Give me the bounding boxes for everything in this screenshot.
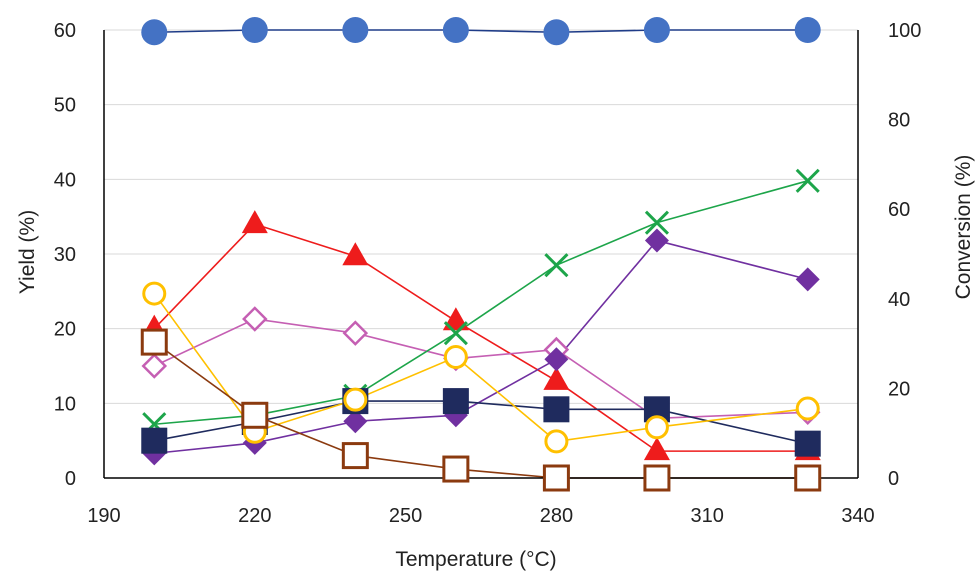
y-tick-label-20: 20 [54,319,76,341]
series-7-point-5 [643,464,671,492]
series-5-point-6 [794,430,821,457]
series-7-point-6 [794,464,822,492]
x-axis-title: Temperature (°C) [395,548,556,571]
series-3-point-5 [644,210,669,235]
gridlines [104,29,858,404]
series-5-point-3 [442,388,469,415]
series-1-point-2 [342,242,369,266]
series-0-point-2 [342,17,369,43]
series-5-point-4 [543,396,570,423]
series-3-point-3-stroke-b [443,321,468,346]
series-4-point-4 [544,347,569,372]
x-tick-label-250: 250 [389,505,422,527]
series-7-point-0 [140,328,168,356]
y-tick-label-40: 40 [54,169,76,191]
series-3-point-6-stroke-b [795,168,820,193]
series-4-point-5 [644,228,669,253]
y2-tick-label-80: 80 [888,110,910,132]
series-4-point-6 [795,267,820,292]
series-7-point-3 [442,455,470,483]
y-tick-label-60: 60 [54,20,76,42]
series-2-point-0 [141,353,168,379]
series-4-point-2 [343,409,368,434]
y2-tick-label-0: 0 [888,468,899,490]
axes [103,30,859,479]
series-1-point-1 [241,210,268,234]
series-6-point-6 [795,396,820,421]
x-tick-label-310: 310 [691,505,724,527]
series-0-point-4 [543,19,570,46]
series-3-point-4-stroke-b [544,253,569,278]
series-0-point-5 [643,17,670,43]
series-6-point-5 [644,415,669,440]
x-tick-label-190: 190 [87,505,120,527]
series-markers [140,17,822,492]
y-tick-label-50: 50 [54,95,76,117]
series-3-point-6 [795,168,820,193]
series-5-point-0 [141,427,168,454]
series-7-point-2 [341,442,369,470]
y-tick-label-0: 0 [65,468,76,490]
y2-tick-label-60: 60 [888,199,910,221]
series-3-point-4 [544,253,569,278]
x-tick-label-340: 340 [841,505,874,527]
series-2-point-1 [242,306,268,332]
series-1-point-3 [442,307,469,331]
series-0-point-3 [442,17,469,43]
series-7-point-1 [241,401,269,429]
y-axis-title: Yield (%) [16,210,39,294]
series-6-point-4 [544,429,569,454]
series-2-point-2 [342,320,369,346]
y2-tick-label-20: 20 [888,378,910,400]
y2-axis-title: Conversion (%) [952,155,975,300]
x-tick-label-280: 280 [540,505,573,527]
y-tick-label-10: 10 [54,393,76,415]
series-0-point-6 [794,17,821,43]
series-0-point-0 [141,19,168,46]
y2-tick-label-100: 100 [888,20,921,42]
series-6-point-2 [343,387,368,412]
y2-tick-label-40: 40 [888,289,910,311]
series-7-point-4 [542,464,570,492]
y-tick-label-30: 30 [54,244,76,266]
series-6-point-0 [142,281,167,306]
tick-labels: 190 220 250 280 310 340 0 10 20 30 40 50 60 0 20 40 60 80… [54,20,922,527]
series-3-point-5-stroke-b [644,210,669,235]
series-0-point-1 [241,17,268,43]
series-6-point-3 [443,345,468,370]
series-1-point-5 [643,437,670,461]
x-tick-label-220: 220 [238,505,271,527]
series-3-point-3 [443,321,468,346]
series-1-point-4 [543,366,570,390]
